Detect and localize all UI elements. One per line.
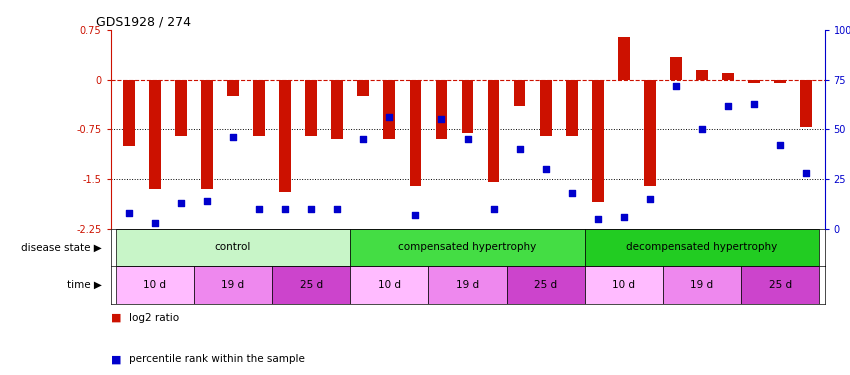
Bar <box>332 80 343 140</box>
Text: disease state ▶: disease state ▶ <box>21 243 102 252</box>
Text: ■: ■ <box>110 354 121 364</box>
Bar <box>428 266 507 304</box>
Bar <box>201 80 212 189</box>
Text: decompensated hypertrophy: decompensated hypertrophy <box>626 243 778 252</box>
Text: ■: ■ <box>110 313 121 323</box>
Text: 25 d: 25 d <box>768 280 791 290</box>
Text: control: control <box>215 243 251 252</box>
Bar <box>116 229 350 266</box>
Bar <box>585 266 663 304</box>
Bar <box>227 80 239 96</box>
Point <box>565 190 579 196</box>
Bar <box>149 80 161 189</box>
Bar <box>194 266 272 304</box>
Point <box>252 206 266 212</box>
Bar <box>722 73 734 80</box>
Point <box>331 206 344 212</box>
Bar <box>774 80 786 83</box>
Bar <box>513 80 525 106</box>
Bar <box>253 80 265 136</box>
Point <box>174 200 188 206</box>
Text: 19 d: 19 d <box>221 280 245 290</box>
Point <box>148 220 162 226</box>
Point <box>617 214 631 220</box>
Point <box>278 206 292 212</box>
Bar <box>663 266 741 304</box>
Point <box>539 166 552 172</box>
Bar <box>272 266 350 304</box>
Bar <box>585 229 819 266</box>
Bar <box>507 266 585 304</box>
Bar <box>175 80 187 136</box>
Bar <box>383 80 395 140</box>
Bar <box>350 229 585 266</box>
Text: 10 d: 10 d <box>144 280 167 290</box>
Point <box>382 114 396 120</box>
Text: 25 d: 25 d <box>299 280 323 290</box>
Bar <box>696 70 708 80</box>
Bar <box>462 80 473 133</box>
Point <box>487 206 501 212</box>
Bar <box>540 80 552 136</box>
Point <box>591 216 604 222</box>
Point <box>304 206 318 212</box>
Bar <box>357 80 369 96</box>
Point <box>513 146 526 152</box>
Point <box>669 82 683 88</box>
Text: 10 d: 10 d <box>612 280 635 290</box>
Point <box>722 102 735 108</box>
Bar <box>566 80 578 136</box>
Point <box>122 210 135 216</box>
Point <box>200 198 213 204</box>
Bar <box>644 80 655 186</box>
Bar <box>748 80 760 83</box>
Point <box>434 116 448 122</box>
Bar <box>123 80 134 146</box>
Bar <box>435 80 447 140</box>
Bar <box>350 266 428 304</box>
Text: 19 d: 19 d <box>456 280 479 290</box>
Point <box>461 136 474 142</box>
Point <box>409 212 422 218</box>
Point <box>356 136 370 142</box>
Point <box>774 142 787 148</box>
Bar <box>410 80 422 186</box>
Text: GDS1928 / 274: GDS1928 / 274 <box>96 16 191 29</box>
Bar <box>801 80 812 128</box>
Bar <box>305 80 317 136</box>
Bar <box>741 266 819 304</box>
Text: compensated hypertrophy: compensated hypertrophy <box>399 243 536 252</box>
Text: time ▶: time ▶ <box>67 280 102 290</box>
Text: 10 d: 10 d <box>377 280 401 290</box>
Bar <box>116 266 194 304</box>
Text: percentile rank within the sample: percentile rank within the sample <box>129 354 305 364</box>
Point <box>643 196 657 202</box>
Point <box>747 100 761 106</box>
Text: log2 ratio: log2 ratio <box>129 313 179 323</box>
Point <box>226 134 240 140</box>
Point <box>800 170 813 176</box>
Bar <box>618 37 630 80</box>
Bar <box>592 80 603 202</box>
Text: 19 d: 19 d <box>690 280 714 290</box>
Bar <box>280 80 291 192</box>
Point <box>695 126 709 132</box>
Bar <box>670 57 682 80</box>
Bar <box>488 80 500 182</box>
Text: 25 d: 25 d <box>534 280 558 290</box>
